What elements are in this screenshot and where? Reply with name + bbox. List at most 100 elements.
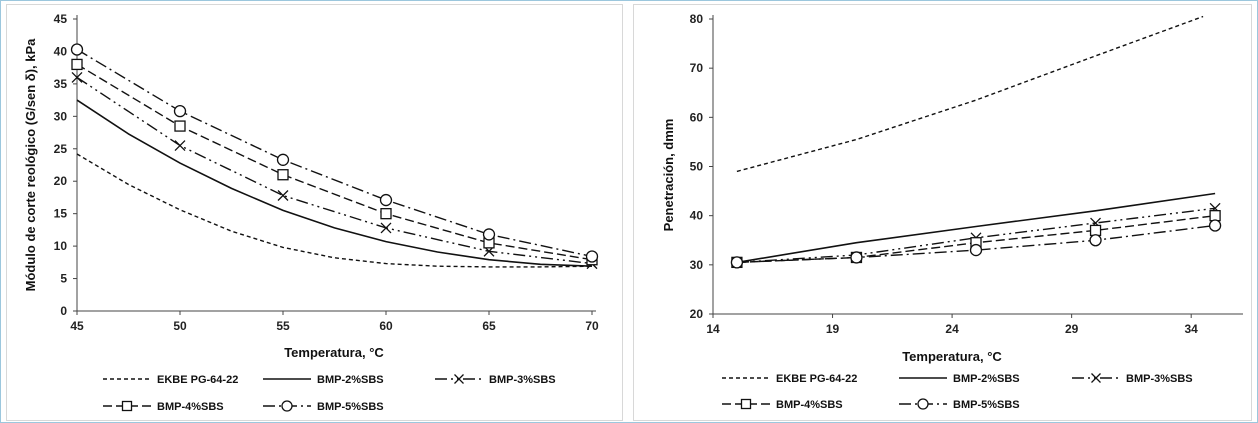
legend-label: EKBE PG-64-22 <box>776 373 857 385</box>
legend-label: BMP-4%SBS <box>157 401 224 413</box>
data-point-bmp-5-sbs <box>585 250 599 263</box>
legend-label: EKBE PG-64-22 <box>157 374 238 386</box>
y-tick-label: 35 <box>54 77 68 91</box>
y-axis-label: Penetración, dmm <box>661 119 676 232</box>
data-point-bmp-4-sbs <box>380 208 392 220</box>
legend-item-bmp-5-sbs: BMP-5%SBS <box>899 398 1020 411</box>
series-bmp-5-sbs <box>730 219 1222 269</box>
x-tick-label: 24 <box>945 322 959 336</box>
data-point-bmp-5-sbs <box>1089 234 1102 247</box>
data-point-bmp-4-sbs <box>1089 224 1102 237</box>
legend: EKBE PG-64-22 BMP-2%SBS BMP-3%SBS BMP-4%SBS… <box>722 373 1193 411</box>
chart-penetration: 20 30 40 50 60 70 80 14 19 24 29 34 Temperatura, °C P… <box>661 12 1243 411</box>
series-line-ekbe-pg-64-22 <box>76 153 593 268</box>
x-tick-label: 45 <box>70 319 84 333</box>
y-tick-label: 20 <box>54 174 68 188</box>
series-bmp-2-sbs <box>736 192 1216 264</box>
series-bmp-3-sbs <box>71 71 598 270</box>
series-bmp-3-sbs <box>731 202 1221 268</box>
legend-item-bmp-5-sbs: BMP-5%SBS <box>263 400 384 413</box>
series-line-ekbe-pg-64-22 <box>736 15 1204 173</box>
legend-marker <box>281 400 293 412</box>
legend-item-bmp-2-sbs: BMP-2%SBS <box>899 373 1020 385</box>
legend-item-bmp-3-sbs: BMP-3%SBS <box>435 374 556 386</box>
y-tick-label: 0 <box>60 304 67 318</box>
series-bmp-2-sbs <box>76 99 593 267</box>
y-tick-label: 40 <box>54 44 68 58</box>
x-tick-label: 14 <box>706 322 720 336</box>
data-point-bmp-5-sbs <box>482 228 496 241</box>
legend: EKBE PG-64-22 BMP-2%SBS BMP-3%SBS BMP-4%SBS… <box>103 374 556 413</box>
y-tick-label: 20 <box>690 307 704 321</box>
series-bmp-5-sbs <box>70 43 599 263</box>
x-tick-label: 70 <box>585 319 599 333</box>
series-line-bmp-2-sbs <box>76 99 593 267</box>
x-axis-label: Temperatura, °C <box>902 349 1002 364</box>
x-tick-label: 50 <box>173 319 187 333</box>
chart-panel-penetration: 20 30 40 50 60 70 80 14 19 24 29 34 Temperatura, °C P… <box>633 4 1252 421</box>
data-point-bmp-4-sbs <box>1209 210 1221 222</box>
data-point-bmp-5-sbs <box>850 251 863 264</box>
legend-marker <box>1091 373 1101 383</box>
y-tick-label: 45 <box>54 12 68 26</box>
y-tick-label: 80 <box>690 12 704 26</box>
legend-label: BMP-5%SBS <box>317 401 384 413</box>
series-line-bmp-5-sbs <box>76 48 593 258</box>
legend-item-bmp-3-sbs: BMP-3%SBS <box>1072 373 1193 385</box>
x-tick-label: 65 <box>482 319 496 333</box>
y-tick-label: 30 <box>54 109 68 123</box>
legend-item-bmp-4-sbs: BMP-4%SBS <box>103 400 224 413</box>
legend-label: BMP-3%SBS <box>1126 373 1193 385</box>
y-tick-label: 10 <box>54 239 68 253</box>
legend-item-bmp-2-sbs: BMP-2%SBS <box>263 374 384 386</box>
y-tick-label: 50 <box>690 160 704 174</box>
legend-label: BMP-4%SBS <box>776 399 843 411</box>
legend-marker <box>917 398 929 410</box>
legend-marker <box>121 400 133 412</box>
legend-marker <box>454 374 464 384</box>
legend-marker <box>740 398 752 410</box>
chart-shear-modulus: 0 5 10 15 20 25 30 35 40 45 45 50 55 60 65 70 Temperatur… <box>23 12 599 413</box>
data-point-bmp-5-sbs <box>173 104 187 118</box>
data-point-bmp-3-sbs <box>71 71 83 83</box>
y-tick-label: 30 <box>690 258 704 272</box>
series-line-bmp-4-sbs <box>76 63 593 261</box>
data-point-bmp-3-sbs <box>380 222 392 234</box>
y-tick-label: 5 <box>60 272 67 286</box>
data-point-bmp-5-sbs <box>1208 219 1222 232</box>
x-tick-label: 34 <box>1185 322 1199 336</box>
data-point-bmp-5-sbs <box>379 193 393 207</box>
y-tick-label: 15 <box>54 207 68 221</box>
series-line-bmp-5-sbs <box>736 224 1216 264</box>
legend-item-ekbe-pg-64-22: EKBE PG-64-22 <box>722 373 857 385</box>
data-point-bmp-5-sbs <box>276 153 290 166</box>
data-point-bmp-3-sbs <box>277 190 289 201</box>
data-point-bmp-4-sbs <box>174 120 186 132</box>
chart-panel-shear-modulus: 0 5 10 15 20 25 30 35 40 45 45 50 55 60 65 70 Temperatur… <box>6 4 623 421</box>
y-tick-label: 25 <box>54 142 68 156</box>
data-point-bmp-3-sbs <box>174 140 186 151</box>
legend-label: BMP-3%SBS <box>489 374 556 386</box>
data-point-bmp-4-sbs <box>277 169 289 181</box>
x-tick-label: 29 <box>1065 322 1079 336</box>
series-line-bmp-3-sbs <box>76 76 593 265</box>
legend-item-bmp-4-sbs: BMP-4%SBS <box>722 398 843 411</box>
series-line-bmp-2-sbs <box>736 192 1216 264</box>
y-tick-label: 60 <box>690 110 704 124</box>
x-tick-label: 60 <box>379 319 393 333</box>
y-axis-label: Módulo de corte reológico (G/sen δ), kPa <box>23 38 38 292</box>
series-bmp-4-sbs <box>731 210 1221 269</box>
legend-label: BMP-2%SBS <box>953 373 1020 385</box>
series-bmp-4-sbs <box>71 58 598 266</box>
data-point-bmp-5-sbs <box>70 43 84 56</box>
y-tick-label: 70 <box>690 61 704 75</box>
legend-label: BMP-2%SBS <box>317 374 384 386</box>
legend-label: BMP-5%SBS <box>953 399 1020 411</box>
series-ekbe-pg-64-22 <box>736 15 1204 173</box>
data-point-bmp-4-sbs <box>71 58 83 71</box>
x-tick-label: 19 <box>826 322 840 336</box>
data-point-bmp-5-sbs <box>969 243 983 257</box>
x-axis-label: Temperatura, °C <box>284 345 384 360</box>
legend-item-ekbe-pg-64-22: EKBE PG-64-22 <box>103 374 238 386</box>
x-tick-label: 55 <box>276 319 290 333</box>
